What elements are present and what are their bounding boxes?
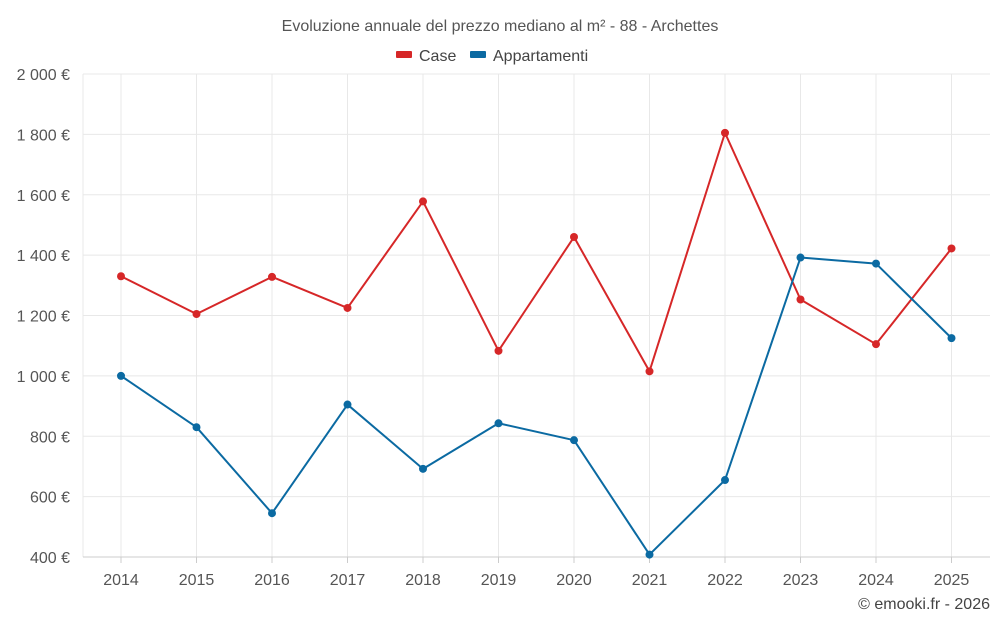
data-point-case <box>947 244 956 253</box>
y-tick-label: 400 € <box>30 550 70 567</box>
y-axis: 400 € 600 € 800 € 1 000 € 1 200 € 1 400 € 1 60… <box>17 67 70 567</box>
y-tick-label: 800 € <box>30 429 70 446</box>
x-tick-label: 2025 <box>934 572 970 589</box>
data-point-appartamenti <box>268 509 276 518</box>
y-tick-label: 600 € <box>30 490 70 507</box>
gridlines <box>82 73 990 558</box>
legend-item-case[interactable]: Case <box>396 48 456 65</box>
data-point-case <box>570 233 578 242</box>
x-tick-label: 2020 <box>556 572 592 589</box>
x-tick-label: 2015 <box>179 572 215 589</box>
series-layer <box>117 128 956 559</box>
data-point-appartamenti <box>645 550 654 559</box>
data-point-case <box>872 340 880 349</box>
x-tick-label: 2022 <box>707 572 743 589</box>
legend-swatch-case <box>396 51 412 58</box>
y-tick-label: 1 000 € <box>17 369 70 386</box>
data-point-appartamenti <box>117 371 125 380</box>
data-point-case <box>494 346 503 355</box>
x-tick-label: 2018 <box>405 572 441 589</box>
data-point-case <box>796 295 805 304</box>
x-axis: 2014 2015 2016 2017 2018 2019 2020 2021 2022 2023… <box>83 556 990 589</box>
legend: Case Appartamenti <box>396 48 588 65</box>
legend-label-appartamenti: Appartamenti <box>493 48 588 65</box>
legend-item-appartamenti[interactable]: Appartamenti <box>470 48 588 65</box>
data-point-appartamenti <box>343 400 352 409</box>
data-point-case <box>419 197 427 206</box>
y-tick-label: 2 000 € <box>17 67 70 84</box>
data-point-case <box>268 272 276 281</box>
data-point-case <box>721 128 729 137</box>
data-point-appartamenti <box>494 419 503 428</box>
data-point-case <box>343 303 352 312</box>
data-point-case <box>645 367 654 376</box>
x-tick-label: 2019 <box>481 572 517 589</box>
data-point-appartamenti <box>872 259 880 268</box>
data-point-case <box>192 309 201 318</box>
x-tick-label: 2014 <box>103 572 139 589</box>
data-point-appartamenti <box>192 423 201 432</box>
data-point-appartamenti <box>947 334 956 343</box>
x-tick-label: 2021 <box>632 572 668 589</box>
x-tick-label: 2024 <box>858 572 894 589</box>
y-tick-label: 1 600 € <box>17 188 70 205</box>
legend-label-case: Case <box>419 48 456 65</box>
y-tick-label: 1 200 € <box>17 309 70 326</box>
x-tick-label: 2016 <box>254 572 290 589</box>
data-point-case <box>117 272 125 281</box>
legend-swatch-appartamenti <box>470 51 486 58</box>
chart-title: Evoluzione annuale del prezzo mediano al… <box>282 18 719 35</box>
series-line-appartamenti <box>120 256 953 556</box>
y-tick-label: 1 800 € <box>17 127 70 144</box>
x-tick-label: 2017 <box>330 572 366 589</box>
x-tick-label: 2023 <box>783 572 819 589</box>
data-point-appartamenti <box>796 253 805 262</box>
data-point-appartamenti <box>570 436 578 445</box>
series-line-case <box>120 131 953 373</box>
data-point-appartamenti <box>721 476 729 485</box>
data-point-appartamenti <box>419 464 427 473</box>
credit-text: © emooki.fr - 2026 <box>858 596 990 613</box>
y-tick-label: 1 400 € <box>17 248 70 265</box>
